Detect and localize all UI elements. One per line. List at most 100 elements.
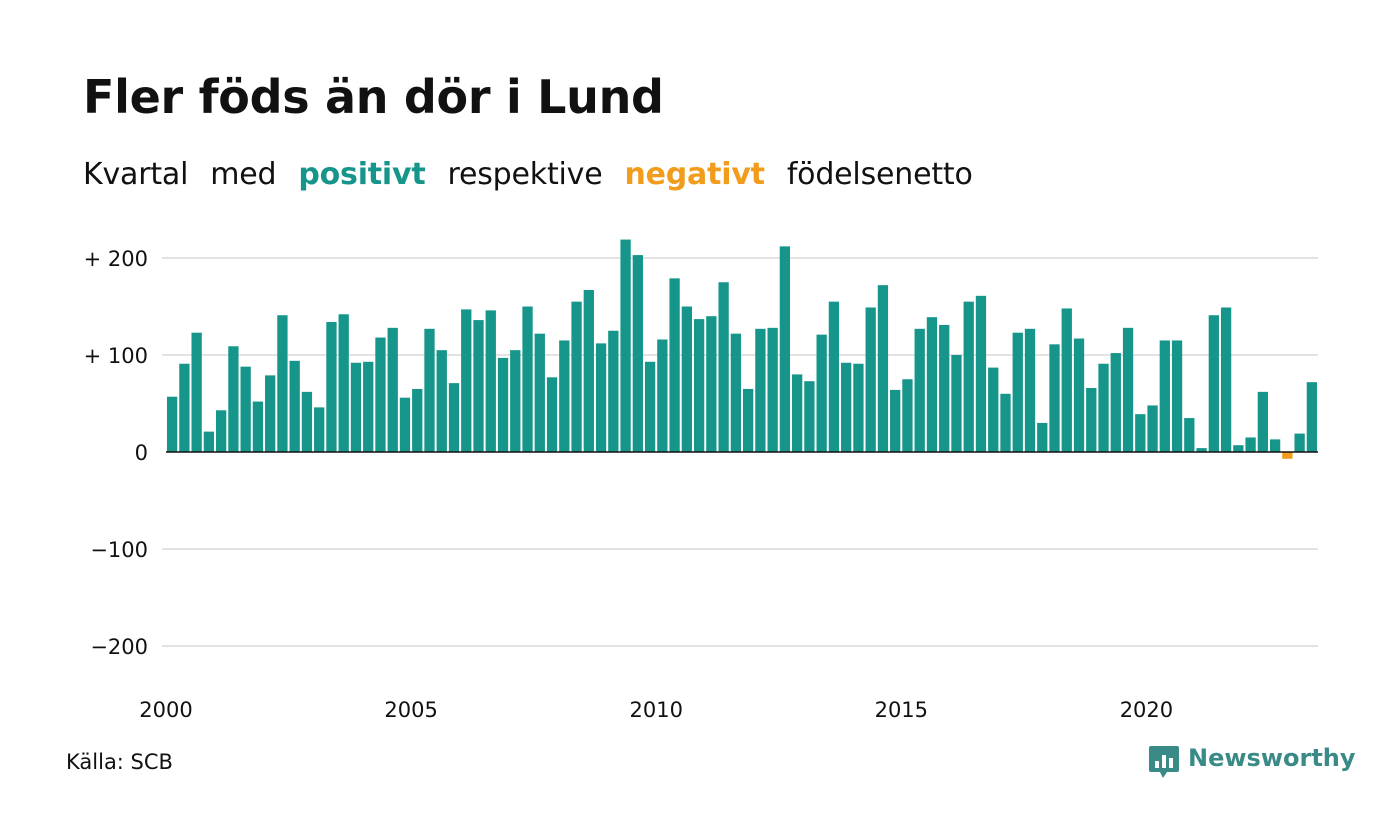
bar (926, 317, 938, 452)
bar (277, 315, 288, 452)
bar (644, 361, 656, 452)
bar (179, 363, 190, 452)
y-tick-label: 0 (135, 441, 148, 465)
bar (755, 328, 766, 452)
bar (902, 379, 913, 452)
bar (865, 307, 876, 452)
bar (1282, 452, 1293, 459)
bar (1196, 448, 1207, 452)
bar (988, 367, 999, 452)
bar-chart-speech-bubble-icon (1149, 746, 1179, 778)
bar (338, 314, 349, 452)
x-tick-label: 2020 (1120, 698, 1173, 722)
bar (669, 278, 680, 452)
subtitle-positive-word: positivt (298, 157, 426, 192)
x-tick-label: 2005 (384, 698, 437, 722)
bar (571, 301, 582, 452)
subtitle-word: födelsenetto (786, 157, 973, 192)
bar (1233, 445, 1244, 452)
bar (730, 333, 742, 452)
bar (301, 391, 313, 452)
bar (890, 389, 901, 452)
bar (595, 343, 607, 452)
subtitle-negative-word: negativt (624, 157, 765, 192)
bar (326, 322, 337, 452)
subtitle-word: Kvartal (83, 157, 189, 192)
bar (375, 337, 386, 452)
bar (203, 431, 215, 452)
bar (412, 388, 423, 452)
bar (436, 350, 447, 452)
bar (681, 306, 692, 452)
bar (914, 328, 925, 452)
bar (546, 377, 558, 452)
bar (792, 374, 803, 452)
bar (1171, 340, 1183, 452)
bar (816, 334, 827, 452)
bar (1012, 332, 1023, 452)
bar (534, 333, 545, 452)
bar (877, 285, 889, 452)
brand-name: Newsworthy (1188, 744, 1356, 772)
bar (252, 401, 264, 452)
bar (240, 366, 251, 452)
bar (166, 396, 178, 452)
bar (1208, 315, 1219, 452)
bar (583, 290, 594, 452)
y-tick-label: + 100 (84, 344, 148, 368)
bar (608, 330, 619, 452)
bar (828, 301, 840, 452)
bar (657, 339, 668, 452)
y-tick-label: −100 (90, 538, 148, 562)
bar (939, 324, 950, 452)
bar (693, 319, 705, 452)
bar (1000, 393, 1011, 452)
x-tick-label: 2000 (139, 698, 192, 722)
bar (424, 328, 435, 452)
bar (718, 282, 729, 452)
bar (485, 310, 496, 452)
x-tick-label: 2015 (875, 698, 928, 722)
bar (975, 295, 987, 452)
bar (461, 309, 472, 452)
bar (706, 316, 717, 452)
subtitle-word: med (210, 157, 277, 192)
bar (632, 255, 643, 452)
bar (1220, 307, 1232, 452)
brand-logo: Newsworthy (1148, 744, 1356, 780)
bar (314, 407, 325, 452)
bar (853, 363, 864, 452)
bar (265, 375, 276, 452)
bar (289, 360, 300, 452)
bar (216, 410, 227, 452)
bar (1098, 363, 1109, 452)
bar (1269, 439, 1281, 452)
y-tick-label: −200 (90, 635, 148, 659)
bar (363, 361, 374, 452)
bar (963, 301, 974, 452)
chart-title: Fler föds än dör i Lund (83, 70, 664, 124)
bar (191, 332, 202, 452)
bar (1147, 405, 1158, 452)
bar (951, 355, 962, 452)
bar (1257, 391, 1268, 452)
bar (473, 320, 484, 452)
bar (779, 246, 791, 452)
bar (559, 340, 570, 452)
bar (1110, 353, 1121, 452)
bar (620, 239, 631, 452)
bar (1306, 382, 1318, 452)
bar (1037, 422, 1048, 452)
bar (1135, 414, 1146, 452)
bar (497, 357, 509, 452)
bar (1073, 338, 1085, 452)
bar (448, 383, 460, 452)
bar (1061, 308, 1072, 452)
bar (1049, 344, 1060, 452)
bar (742, 388, 754, 452)
bar (841, 362, 852, 452)
bar (387, 327, 398, 452)
bar (1159, 340, 1170, 452)
bar (1294, 433, 1305, 452)
